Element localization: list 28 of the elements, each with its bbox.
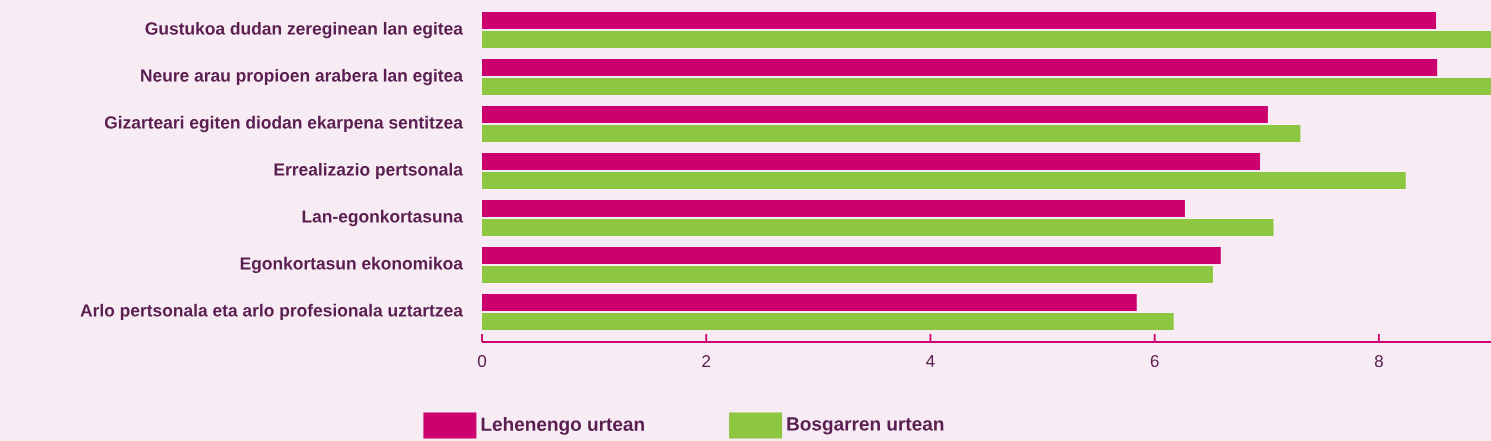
y-tick-label: Gizarteari egiten diodan ekarpena sentitzea: [104, 115, 464, 133]
legend-label: Lehenengo urtean: [481, 417, 644, 435]
y-tick-label: Egonkortasun ekonomikoa: [240, 256, 464, 274]
y-tick-label: Errealizazio pertsonala: [274, 162, 464, 180]
bar: [482, 312, 1174, 330]
x-tick-label: 8: [1374, 355, 1383, 368]
x-tick-label: 2: [702, 355, 711, 367]
y-tick-label: Lan-egonkortasuna: [302, 209, 464, 227]
bar: [482, 246, 1221, 264]
y-tick-label: Gustukoa dudan zereginean lan egitea: [145, 21, 464, 39]
bar: [482, 153, 1261, 170]
bar: [482, 218, 1274, 236]
bar: [482, 199, 1185, 217]
x-tick-label: 0: [477, 355, 487, 368]
bar: [482, 172, 1406, 189]
y-tick-label: Neure arau propioen arabera lan egitea: [141, 68, 464, 86]
bar: [482, 59, 1438, 77]
bar: [482, 293, 1137, 311]
x-tick-label: 4: [926, 355, 935, 367]
x-tick-label: 6: [1150, 355, 1159, 368]
legend-label: Bosgarren urtean: [787, 417, 944, 435]
bar: [482, 125, 1301, 143]
bar: [482, 12, 1437, 30]
bar: [482, 265, 1213, 283]
y-tick-label: Arlo pertsonala eta arlo profesionala uztartzea: [80, 303, 464, 321]
bar: [482, 31, 1491, 49]
bar: [482, 106, 1268, 124]
bar: [482, 78, 1491, 96]
